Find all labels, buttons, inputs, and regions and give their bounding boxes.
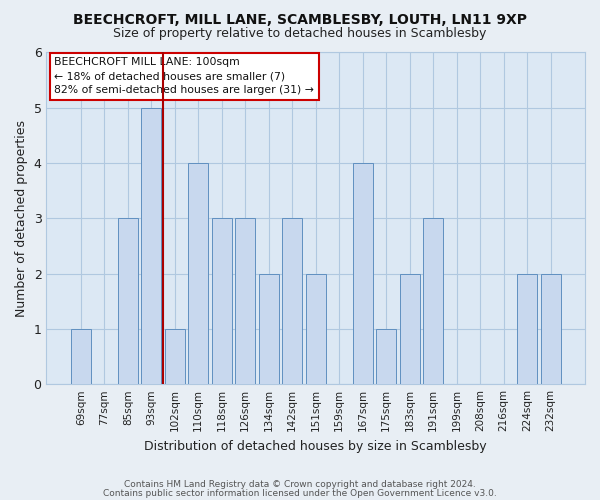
- Bar: [376, 329, 396, 384]
- Bar: [188, 163, 208, 384]
- Bar: [400, 274, 419, 384]
- Bar: [165, 329, 185, 384]
- Bar: [71, 329, 91, 384]
- Text: BEECHCROFT, MILL LANE, SCAMBLESBY, LOUTH, LN11 9XP: BEECHCROFT, MILL LANE, SCAMBLESBY, LOUTH…: [73, 12, 527, 26]
- Bar: [118, 218, 138, 384]
- Text: Size of property relative to detached houses in Scamblesby: Size of property relative to detached ho…: [113, 28, 487, 40]
- Bar: [353, 163, 373, 384]
- Text: Contains HM Land Registry data © Crown copyright and database right 2024.: Contains HM Land Registry data © Crown c…: [124, 480, 476, 489]
- Bar: [212, 218, 232, 384]
- Text: BEECHCROFT MILL LANE: 100sqm
← 18% of detached houses are smaller (7)
82% of sem: BEECHCROFT MILL LANE: 100sqm ← 18% of de…: [55, 58, 314, 96]
- Text: Contains public sector information licensed under the Open Government Licence v3: Contains public sector information licen…: [103, 488, 497, 498]
- Bar: [282, 218, 302, 384]
- Bar: [517, 274, 537, 384]
- Bar: [235, 218, 255, 384]
- Bar: [259, 274, 279, 384]
- Bar: [306, 274, 326, 384]
- Y-axis label: Number of detached properties: Number of detached properties: [15, 120, 28, 317]
- X-axis label: Distribution of detached houses by size in Scamblesby: Distribution of detached houses by size …: [145, 440, 487, 452]
- Bar: [423, 218, 443, 384]
- Bar: [541, 274, 560, 384]
- Bar: [142, 108, 161, 384]
